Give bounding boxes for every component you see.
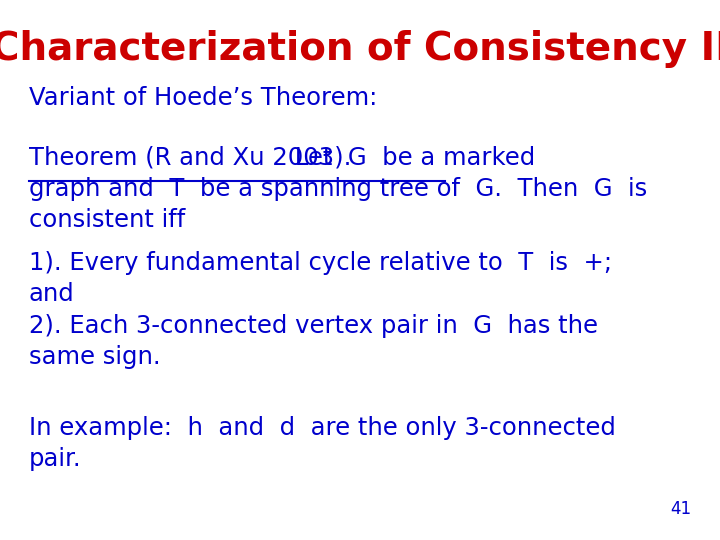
Text: 1). Every fundamental cycle relative to  T  is  +;: 1). Every fundamental cycle relative to … — [29, 251, 612, 275]
Text: 41: 41 — [670, 500, 691, 517]
Text: Variant of Hoede’s Theorem:: Variant of Hoede’s Theorem: — [29, 86, 377, 110]
Text: graph and  T  be a spanning tree of  G.  Then  G  is: graph and T be a spanning tree of G. The… — [29, 177, 647, 201]
Text: Characterization of Consistency II: Characterization of Consistency II — [0, 30, 720, 68]
Text: consistent iff: consistent iff — [29, 208, 185, 232]
Text: In example:  h  and  d  are the only 3-connected: In example: h and d are the only 3-conne… — [29, 416, 616, 440]
Text: and: and — [29, 282, 75, 306]
Text: same sign.: same sign. — [29, 345, 161, 369]
Text: Theorem (R and Xu 2003).: Theorem (R and Xu 2003). — [29, 146, 351, 170]
Text: Let  G  be a marked: Let G be a marked — [287, 146, 535, 170]
Text: 2). Each 3-connected vertex pair in  G  has the: 2). Each 3-connected vertex pair in G ha… — [29, 314, 598, 338]
Text: pair.: pair. — [29, 447, 81, 471]
